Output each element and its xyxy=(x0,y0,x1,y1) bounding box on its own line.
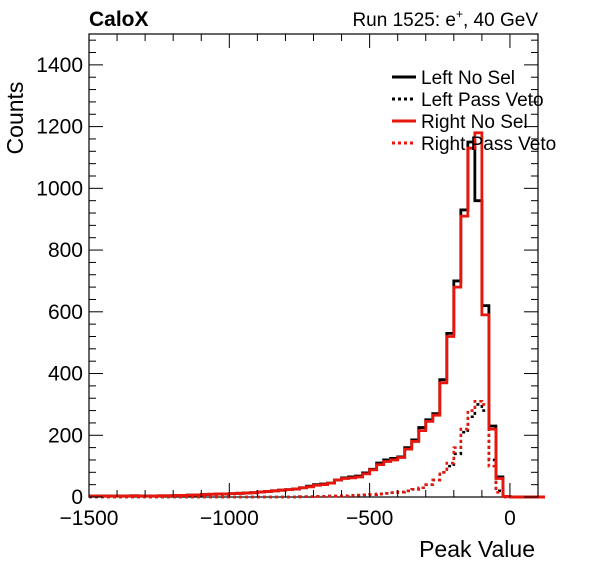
x-tick-label: −500 xyxy=(346,507,393,530)
series-left-no-sel xyxy=(89,140,546,499)
y-tick-label: 600 xyxy=(48,301,83,324)
y-axis-title: Counts xyxy=(2,82,28,155)
axes-group: −1500 −1000 −500 0 0 200 400 600 800 1000 1200 1400 xyxy=(36,34,539,530)
y-tick-label: 400 xyxy=(48,363,83,386)
legend-entry-label: Right No Sel xyxy=(421,112,528,133)
legend-entry-label: Left No Sel xyxy=(421,68,515,89)
energy-label: , 40 GeV xyxy=(463,10,538,31)
series-right-no-sel xyxy=(89,131,546,499)
y-tick-label: 800 xyxy=(48,239,83,262)
histogram-series-group xyxy=(89,131,546,499)
legend-entry-label: Right Pass Veto xyxy=(421,134,556,155)
series-left-pass-veto xyxy=(89,403,546,499)
y-tick-label: 1000 xyxy=(36,177,83,200)
run-label: Run 1525: e xyxy=(352,10,456,31)
positron-superscript: + xyxy=(456,7,463,21)
y-tick-label: 200 xyxy=(48,424,83,447)
x-axis-title: Peak Value xyxy=(419,536,535,562)
y-tick-label: 1200 xyxy=(36,116,83,139)
y-tick-label: 0 xyxy=(71,486,83,509)
x-tick-label: 0 xyxy=(504,507,516,530)
chart-title-right: Run 1525: e+, 40 GeV xyxy=(352,7,538,31)
chart-title-left: CaloX xyxy=(89,8,149,31)
y-tick-label: 1400 xyxy=(36,54,83,77)
legend-entry-label: Left Pass Veto xyxy=(421,90,544,111)
x-tick-label: −1000 xyxy=(200,507,259,530)
series-right-pass-veto xyxy=(89,400,546,499)
x-tick-label: −1500 xyxy=(60,507,119,530)
